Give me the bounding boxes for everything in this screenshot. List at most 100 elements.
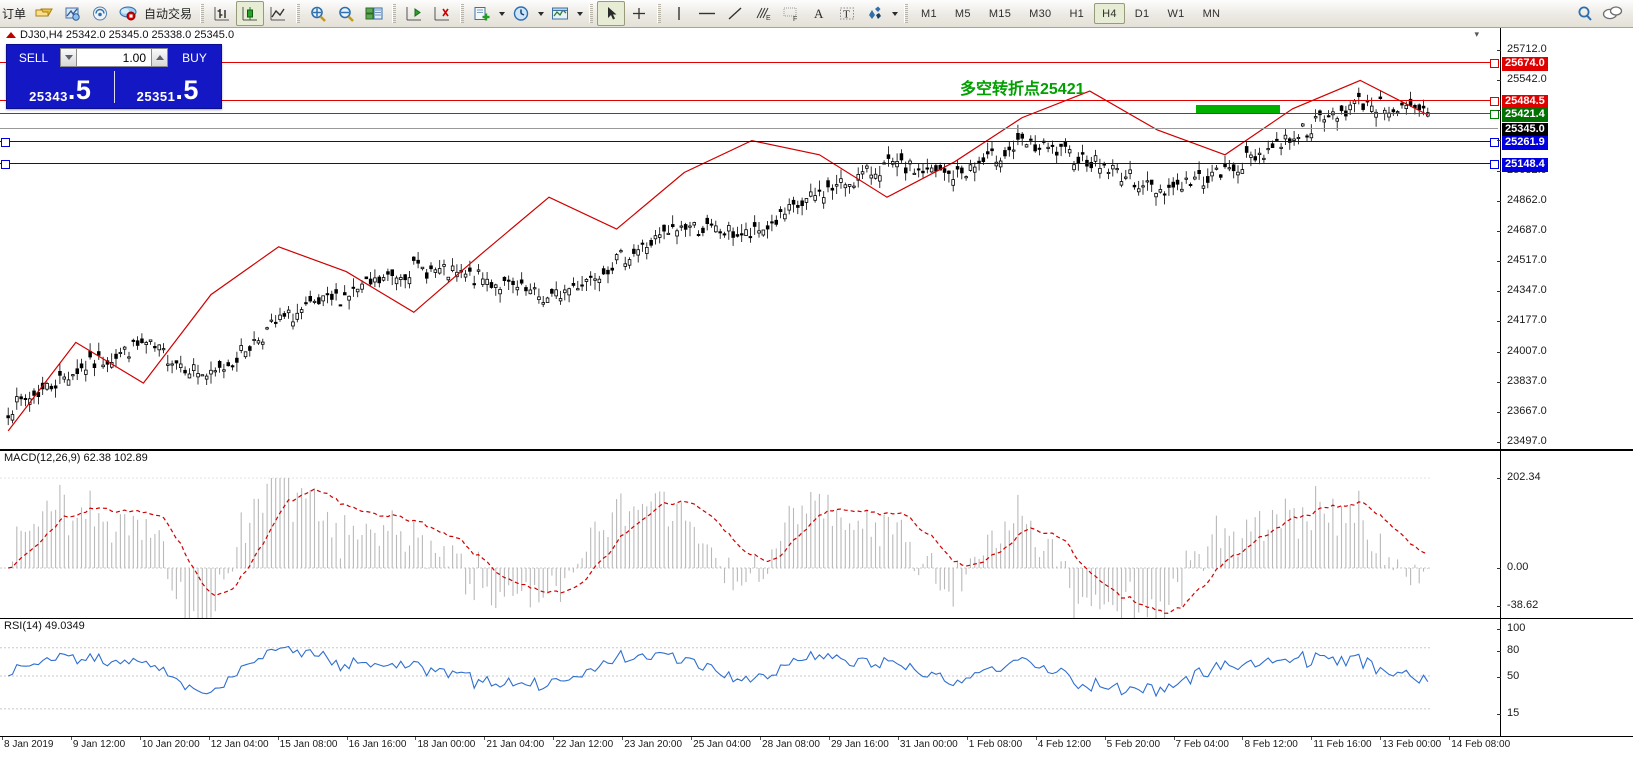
candlestick-chart-icon[interactable] <box>236 1 265 26</box>
timeframe-m15-button[interactable]: M15 <box>988 7 1012 20</box>
autotrading-label[interactable]: 自动交易 <box>144 7 193 21</box>
vertical-line-icon[interactable] <box>665 1 693 26</box>
auto-scroll-icon[interactable] <box>428 1 456 26</box>
text-label-icon[interactable]: T <box>833 1 861 26</box>
toolbar-separator <box>296 4 301 23</box>
time-tick <box>2 737 3 740</box>
templates-dropdown-arrow[interactable] <box>574 2 585 25</box>
volume-decrement-button[interactable] <box>60 48 77 67</box>
level-handle-left-25261[interactable] <box>1 138 10 147</box>
volume-increment-button[interactable] <box>151 48 168 67</box>
macd-pane[interactable]: MACD(12,26,9) 62.38 102.89 202.34 0.00 -38… <box>0 450 1633 619</box>
level-line-25148[interactable] <box>0 163 1498 164</box>
macd-axis[interactable]: 202.34 0.00 -38.62 <box>1496 451 1633 618</box>
level-handle-25674[interactable] <box>1490 59 1499 68</box>
volume-stepper[interactable] <box>60 48 168 67</box>
profiles-icon[interactable] <box>58 1 86 26</box>
bar-chart-icon[interactable] <box>208 1 236 26</box>
objects-icon[interactable] <box>861 1 889 26</box>
time-tick-label: 31 Jan 00:00 <box>899 739 958 750</box>
buy-price[interactable]: 25351.5 <box>115 68 222 106</box>
rsi-axis[interactable]: 100 80 50 15 <box>1496 619 1633 736</box>
timeframe-h4-button[interactable]: H4 <box>1094 3 1125 24</box>
signals-icon[interactable] <box>86 1 114 26</box>
search-icon[interactable] <box>1571 1 1599 26</box>
price-pane[interactable]: DJ30,H4 25342.0 25345.0 25338.0 25345.0 … <box>0 28 1633 450</box>
zoom-out-icon[interactable] <box>332 1 360 26</box>
buy-button[interactable]: BUY <box>182 50 207 65</box>
time-tick-label: 15 Jan 08:00 <box>279 739 338 750</box>
chart-expand-icon[interactable] <box>6 32 16 38</box>
level-handle-25261[interactable] <box>1490 138 1499 147</box>
sell-button[interactable]: SELL <box>18 50 49 65</box>
price-tag-support[interactable]: 25261.9 <box>1502 136 1548 150</box>
cursor-icon[interactable] <box>597 1 626 26</box>
level-handle-25484[interactable] <box>1490 97 1499 106</box>
chart-region[interactable]: DJ30,H4 25342.0 25345.0 25338.0 25345.0 … <box>0 28 1633 763</box>
price-tag-last-price[interactable]: 25345.0 <box>1502 123 1548 137</box>
level-line-25674[interactable] <box>0 62 1498 63</box>
rsi-plot <box>0 645 1430 710</box>
time-axis[interactable]: 8 Jan 2019 9 Jan 12:00 10 Jan 20:00 12 Jan … <box>0 737 1510 755</box>
folder-icon[interactable] <box>30 1 58 26</box>
level-line-25421[interactable] <box>0 113 1498 114</box>
timeframe-h1-button[interactable]: H1 <box>1069 7 1085 20</box>
timeframe-m30-button[interactable]: M30 <box>1029 7 1052 20</box>
fibonacci-icon[interactable]: E <box>749 1 777 26</box>
svg-text:F: F <box>793 16 797 22</box>
volume-input[interactable] <box>77 48 151 67</box>
orders-label[interactable]: 订单 <box>2 7 27 21</box>
level-handle-25421[interactable] <box>1490 110 1499 119</box>
zoom-in-icon[interactable] <box>304 1 332 26</box>
timeframe-mn-button[interactable]: MN <box>1202 7 1221 20</box>
svg-text:T: T <box>843 9 850 21</box>
time-tick <box>622 737 624 740</box>
sell-price-int: 25343 <box>29 89 68 104</box>
price-tag-pivot[interactable]: 25421.4 <box>1502 108 1548 122</box>
price-tag-resistance[interactable]: 25484.5 <box>1502 95 1548 109</box>
period-icon[interactable] <box>507 1 535 26</box>
time-tick-label: 29 Jan 16:00 <box>830 739 889 750</box>
price-plot-canvas[interactable]: 多空转折点25421 <box>0 28 1500 449</box>
time-tick-label: 21 Jan 04:00 <box>486 739 545 750</box>
level-handle-left-25148[interactable] <box>1 160 10 169</box>
trendline-icon[interactable] <box>721 1 749 26</box>
one-click-trading-panel[interactable]: SELL BUY 25343.5 25351.5 <box>6 44 222 109</box>
timeframe-w1-button[interactable]: W1 <box>1167 7 1185 20</box>
horizontal-line-icon[interactable] <box>693 1 721 26</box>
chart-annotation-text[interactable]: 多空转折点25421 <box>960 81 1085 98</box>
time-tick-label: 9 Jan 12:00 <box>72 739 126 750</box>
time-tick <box>277 737 279 740</box>
price-tag-resistance[interactable]: 25674.0 <box>1502 57 1548 71</box>
channel-icon[interactable]: F <box>777 1 805 26</box>
time-tick <box>1449 737 1451 740</box>
text-icon[interactable]: A <box>805 1 833 26</box>
time-tick-label: 11 Feb 16:00 <box>1313 739 1372 750</box>
line-chart-icon[interactable] <box>264 1 292 26</box>
timeframe-d1-button[interactable]: D1 <box>1134 7 1150 20</box>
rsi-pane[interactable]: RSI(14) 49.0349 100 80 50 15 <box>0 618 1633 737</box>
level-line-25484[interactable] <box>0 100 1498 101</box>
level-line-25261[interactable] <box>0 141 1498 142</box>
price-tick-label: 23497.0 <box>1507 435 1547 447</box>
chat-icon[interactable] <box>1599 1 1627 26</box>
autotrading-icon[interactable] <box>114 1 142 26</box>
objects-dropdown-arrow[interactable] <box>889 2 900 25</box>
level-handle-25148[interactable] <box>1490 160 1499 169</box>
time-tick-label: 7 Feb 04:00 <box>1175 739 1229 750</box>
indicators-dropdown-arrow[interactable] <box>496 2 507 25</box>
macd-tick-label: -38.62 <box>1507 599 1539 611</box>
price-tick: 24007.0 <box>1497 345 1547 357</box>
timeframe-m5-button[interactable]: M5 <box>954 7 971 20</box>
sell-price[interactable]: 25343.5 <box>7 68 114 106</box>
price-tag-support[interactable]: 25148.4 <box>1502 158 1548 172</box>
timeframe-m1-button[interactable]: M1 <box>921 7 937 20</box>
templates-icon[interactable] <box>546 1 574 26</box>
chevron-down-icon[interactable]: ▾ <box>1474 29 1479 39</box>
crosshair-icon[interactable] <box>625 1 653 26</box>
chart-shift-icon[interactable] <box>400 1 428 26</box>
period-dropdown-arrow[interactable] <box>535 2 546 25</box>
price-axis[interactable]: 25712.025542.025372.025202.025032.024862… <box>1497 28 1633 449</box>
indicators-icon[interactable] <box>468 1 496 26</box>
tile-windows-icon[interactable] <box>360 1 388 26</box>
